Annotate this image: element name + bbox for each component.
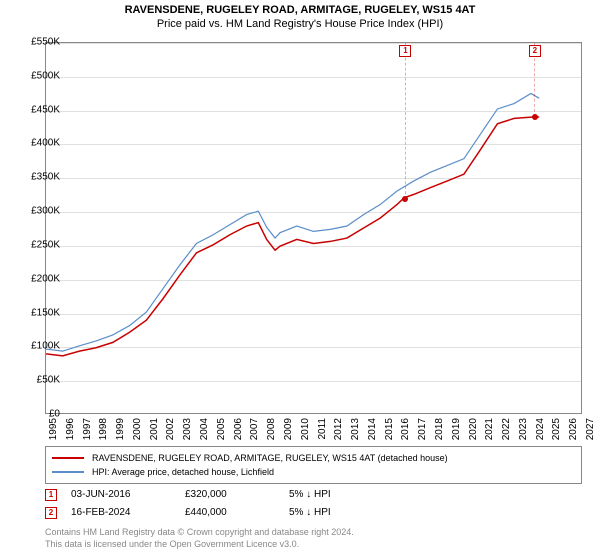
x-tick-label: 2012 xyxy=(333,418,344,440)
chart-subtitle: Price paid vs. HM Land Registry's House … xyxy=(0,16,600,30)
footnote-line-1: Contains HM Land Registry data © Crown c… xyxy=(45,526,585,538)
x-tick-label: 2021 xyxy=(484,418,495,440)
event-price-1: £320,000 xyxy=(185,486,275,504)
y-tick-label: £350K xyxy=(31,172,60,183)
event-pct-1: 5% ↓ HPI xyxy=(289,486,331,504)
x-tick-label: 2002 xyxy=(165,418,176,440)
x-tick-label: 2025 xyxy=(551,418,562,440)
event-marker-1: 1 xyxy=(45,489,57,501)
legend-label-series-1: RAVENSDENE, RUGELEY ROAD, ARMITAGE, RUGE… xyxy=(92,451,448,465)
event-row-2: 2 16-FEB-2024 £440,000 5% ↓ HPI xyxy=(45,504,582,522)
event-connector xyxy=(405,43,406,199)
legend-item-series-1: RAVENSDENE, RUGELEY ROAD, ARMITAGE, RUGE… xyxy=(52,451,575,465)
chart-svg xyxy=(46,43,581,413)
legend-label-series-2: HPI: Average price, detached house, Lich… xyxy=(92,465,274,479)
x-tick-label: 2011 xyxy=(317,418,328,440)
chart-title: RAVENSDENE, RUGELEY ROAD, ARMITAGE, RUGE… xyxy=(0,0,600,16)
x-tick-label: 2013 xyxy=(350,418,361,440)
x-tick-label: 2022 xyxy=(501,418,512,440)
x-tick-label: 2003 xyxy=(182,418,193,440)
x-tick-label: 2000 xyxy=(132,418,143,440)
y-tick-label: £100K xyxy=(31,341,60,352)
x-tick-label: 2023 xyxy=(518,418,529,440)
legend-swatch-series-1 xyxy=(52,457,84,459)
x-tick-label: 2006 xyxy=(233,418,244,440)
event-marker-chart: 1 xyxy=(399,45,411,57)
x-tick-label: 1997 xyxy=(82,418,93,440)
legend-item-series-2: HPI: Average price, detached house, Lich… xyxy=(52,465,575,479)
footnote: Contains HM Land Registry data © Crown c… xyxy=(45,526,585,550)
x-tick-label: 2015 xyxy=(384,418,395,440)
y-tick-label: £450K xyxy=(31,104,60,115)
chart-container: RAVENSDENE, RUGELEY ROAD, ARMITAGE, RUGE… xyxy=(0,0,600,560)
legend: RAVENSDENE, RUGELEY ROAD, ARMITAGE, RUGE… xyxy=(45,446,582,484)
event-pct-2: 5% ↓ HPI xyxy=(289,504,331,522)
x-tick-label: 2020 xyxy=(468,418,479,440)
x-tick-label: 2007 xyxy=(249,418,260,440)
event-dot xyxy=(532,114,538,120)
y-tick-label: £50K xyxy=(37,375,60,386)
y-tick-label: £300K xyxy=(31,206,60,217)
x-tick-label: 2024 xyxy=(535,418,546,440)
x-tick-label: 2001 xyxy=(149,418,160,440)
event-row-1: 1 03-JUN-2016 £320,000 5% ↓ HPI xyxy=(45,486,582,504)
x-tick-label: 2019 xyxy=(451,418,462,440)
events-table: 1 03-JUN-2016 £320,000 5% ↓ HPI 2 16-FEB… xyxy=(45,486,582,522)
y-tick-label: £400K xyxy=(31,138,60,149)
x-tick-label: 2010 xyxy=(300,418,311,440)
x-tick-label: 1999 xyxy=(115,418,126,440)
x-tick-label: 2009 xyxy=(283,418,294,440)
series-line-1 xyxy=(46,117,539,356)
x-tick-label: 2018 xyxy=(434,418,445,440)
x-tick-label: 1995 xyxy=(48,418,59,440)
legend-swatch-series-2 xyxy=(52,471,84,473)
series-line-2 xyxy=(46,93,539,351)
x-tick-label: 2008 xyxy=(266,418,277,440)
footnote-line-2: This data is licensed under the Open Gov… xyxy=(45,538,585,550)
chart-plot-area: 12 xyxy=(45,42,582,414)
x-tick-label: 2004 xyxy=(199,418,210,440)
event-dot xyxy=(402,196,408,202)
x-tick-label: 2027 xyxy=(585,418,596,440)
event-price-2: £440,000 xyxy=(185,504,275,522)
event-marker-2: 2 xyxy=(45,507,57,519)
event-date-1: 03-JUN-2016 xyxy=(71,486,171,504)
y-tick-label: £150K xyxy=(31,307,60,318)
y-tick-label: £250K xyxy=(31,239,60,250)
x-tick-label: 2016 xyxy=(400,418,411,440)
x-tick-label: 2005 xyxy=(216,418,227,440)
x-tick-label: 2026 xyxy=(568,418,579,440)
x-tick-label: 1996 xyxy=(65,418,76,440)
y-tick-label: £550K xyxy=(31,37,60,48)
y-tick-label: £200K xyxy=(31,273,60,284)
y-tick-label: £500K xyxy=(31,70,60,81)
x-tick-label: 2014 xyxy=(367,418,378,440)
event-date-2: 16-FEB-2024 xyxy=(71,504,171,522)
x-tick-label: 2017 xyxy=(417,418,428,440)
x-tick-label: 1998 xyxy=(98,418,109,440)
event-marker-chart: 2 xyxy=(529,45,541,57)
